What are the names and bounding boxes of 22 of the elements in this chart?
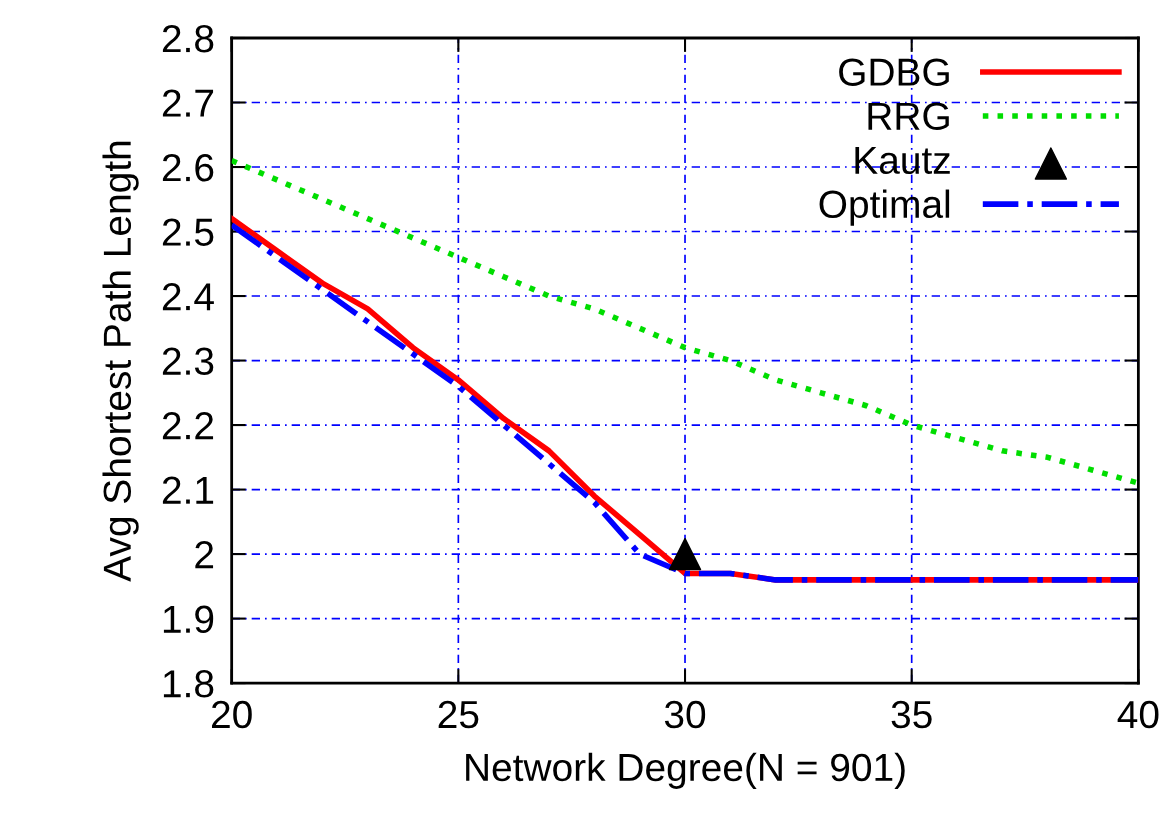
y-tick-label: 2.3 (162, 347, 214, 376)
y-tick-label: 1.9 (163, 605, 214, 634)
y-tick-label: 2.5 (162, 218, 214, 246)
y-tick-label: 2.6 (162, 153, 214, 182)
y-tick-label: 2.8 (162, 24, 214, 53)
y-tick-label: 2.2 (162, 412, 214, 440)
legend-label: Kautz (855, 146, 950, 175)
legend-label: RRG (868, 102, 949, 131)
legend-label: Optimal (819, 189, 950, 226)
x-tick-label: 40 (1117, 700, 1159, 729)
x-tick-label: 20 (212, 700, 252, 729)
y-axis-title: Avg Shortest Path Length (102, 141, 139, 582)
y-tick-label: 2.1 (162, 476, 214, 504)
y-tick-label: 2.7 (162, 89, 214, 117)
x-tick-label: 25 (438, 700, 479, 729)
x-axis-title: Network Degree(N = 901) (466, 752, 905, 789)
x-tick-label: 30 (664, 700, 706, 729)
legend-label: GDBG (839, 58, 949, 87)
y-tick-label: 1.8 (163, 670, 214, 698)
y-tick-label: 2 (195, 541, 214, 569)
y-tick-label: 2.4 (162, 282, 214, 311)
x-tick-label: 35 (891, 700, 932, 729)
